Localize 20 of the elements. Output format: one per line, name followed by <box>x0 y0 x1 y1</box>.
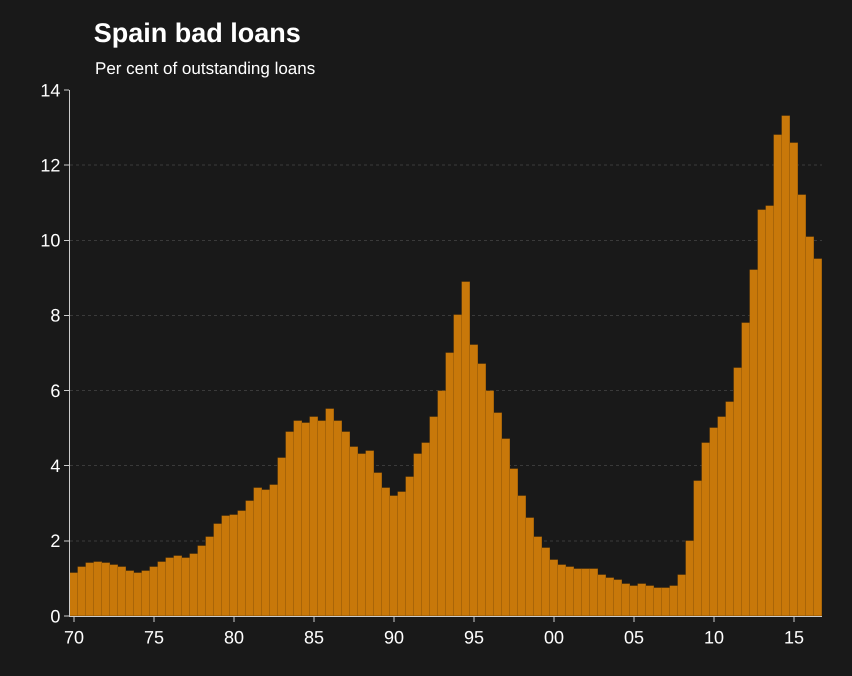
chart-title: Spain bad loans <box>94 18 301 48</box>
x-tick-label: 10 <box>704 628 724 648</box>
x-tick-label: 05 <box>624 628 644 648</box>
x-tick-label: 95 <box>464 628 484 648</box>
y-tick-label: 12 <box>40 155 60 176</box>
y-tick-label: 4 <box>50 456 60 476</box>
chart-subtitle: Per cent of outstanding loans <box>95 59 316 78</box>
y-tick-label: 14 <box>40 80 60 100</box>
y-tick-label: 6 <box>50 380 60 401</box>
x-tick-label: 75 <box>144 628 164 648</box>
x-tick-label: 15 <box>784 628 804 648</box>
x-tick-label: 90 <box>384 628 404 648</box>
y-tick-label: 10 <box>40 230 60 251</box>
y-tick-label: 2 <box>50 531 60 552</box>
y-tick-label: 8 <box>50 306 60 326</box>
x-tick-label: 70 <box>64 628 84 648</box>
y-tick-label: 0 <box>50 606 60 626</box>
x-tick-label: 85 <box>304 628 324 648</box>
x-tick-label: 80 <box>224 628 244 648</box>
x-tick-label: 00 <box>544 628 564 648</box>
